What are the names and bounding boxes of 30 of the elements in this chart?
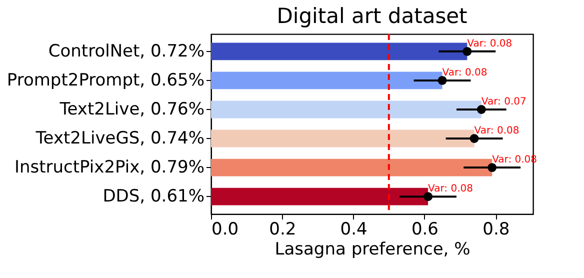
- bar: [211, 42, 468, 60]
- y-tick-label: ControlNet, 0.72%: [48, 41, 204, 62]
- point: [476, 105, 486, 114]
- x-tick-label: 0.4: [340, 220, 368, 240]
- point: [488, 163, 497, 172]
- bar: [211, 130, 474, 148]
- x-tick-label: 0.6: [411, 220, 439, 240]
- point: [424, 192, 433, 202]
- bar: [211, 72, 442, 90]
- y-tick-label: Text2LiveGS, 0.74%: [34, 128, 204, 149]
- bar: [211, 100, 482, 118]
- bar: [211, 188, 428, 206]
- x-tick-label: 0.0: [212, 220, 239, 240]
- x-tick-label: 0.2: [269, 220, 296, 240]
- annotation: Var: 0.08: [474, 126, 520, 137]
- annotation: Var: 0.08: [467, 38, 512, 50]
- x-tick-label: 0.8: [482, 220, 510, 240]
- point: [438, 76, 447, 85]
- point: [470, 134, 479, 143]
- point: [462, 46, 472, 56]
- annotation: Var: 0.07: [481, 96, 526, 108]
- bar: [211, 158, 492, 176]
- y-tick-label: Text2Live, 0.76%: [58, 99, 204, 120]
- chart-title: Digital art dataset: [276, 4, 468, 28]
- annotation: Var: 0.08: [428, 184, 473, 195]
- y-tick-label: InstructPix2Pix, 0.79%: [14, 158, 204, 178]
- y-tick-label: Prompt2Prompt, 0.65%: [6, 70, 204, 90]
- annotation: Var: 0.08: [442, 67, 488, 78]
- x-axis-title: Lasagna preference, %: [274, 240, 470, 260]
- y-tick-label: DDS, 0.61%: [102, 186, 204, 207]
